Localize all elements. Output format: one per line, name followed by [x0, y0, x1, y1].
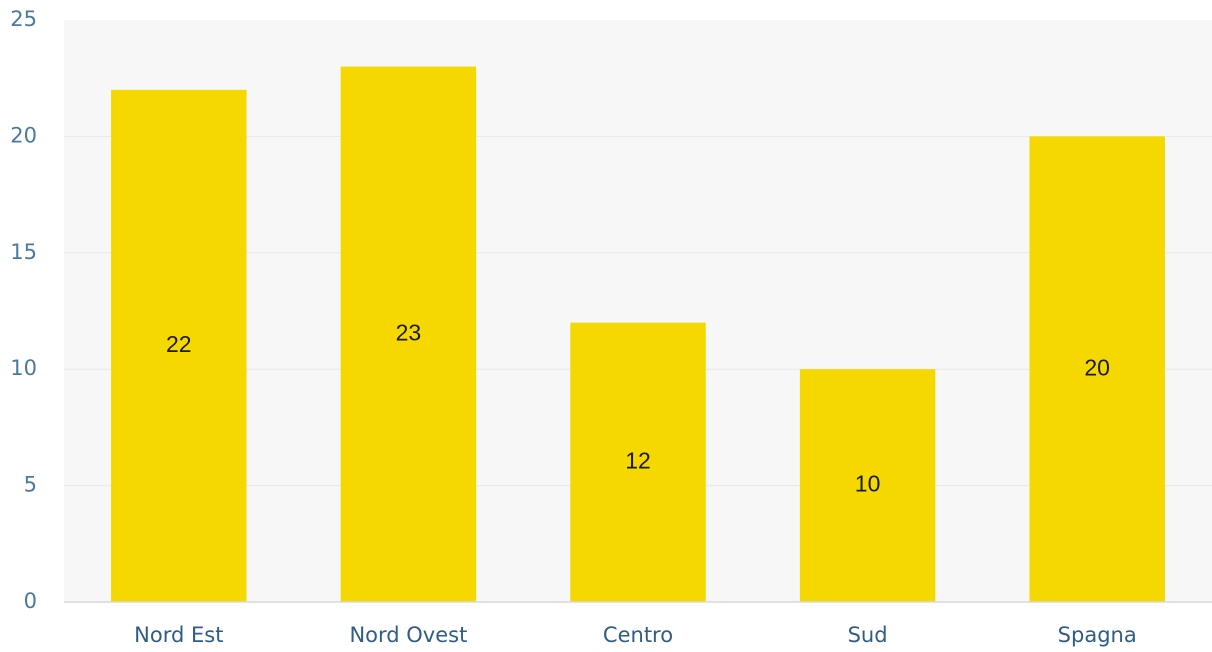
y-tick-label: 0: [24, 589, 37, 613]
bar-spagna[interactable]: [1029, 136, 1165, 602]
y-tick-label: 5: [24, 473, 37, 497]
bar-data-label: 23: [396, 319, 422, 345]
x-tick-label: Spagna: [1058, 623, 1137, 647]
bar-data-label: 10: [855, 471, 881, 497]
y-tick-label: 25: [10, 7, 37, 31]
bars: 22 23 12 10 20: [111, 66, 1165, 603]
y-axis-ticks: 0 5 10 15 20 25: [10, 7, 37, 613]
bar-nord-ovest[interactable]: [340, 66, 477, 602]
bar-data-label: 12: [625, 447, 651, 473]
bar-centro[interactable]: [570, 322, 706, 602]
bar-data-label: 22: [166, 331, 192, 357]
bar-nord-est[interactable]: [111, 89, 247, 603]
x-tick-label: Nord Ovest: [349, 623, 467, 647]
x-tick-label: Sud: [848, 623, 888, 647]
x-axis-ticks: Nord Est Nord Ovest Centro Sud Spagna: [134, 623, 1137, 647]
y-tick-label: 20: [10, 123, 37, 147]
bar-sud[interactable]: [799, 369, 936, 602]
bar-data-label: 20: [1084, 354, 1110, 380]
y-tick-label: 15: [10, 240, 37, 264]
y-tick-label: 10: [10, 356, 37, 380]
x-tick-label: Centro: [603, 623, 673, 647]
x-tick-label: Nord Est: [134, 623, 223, 647]
